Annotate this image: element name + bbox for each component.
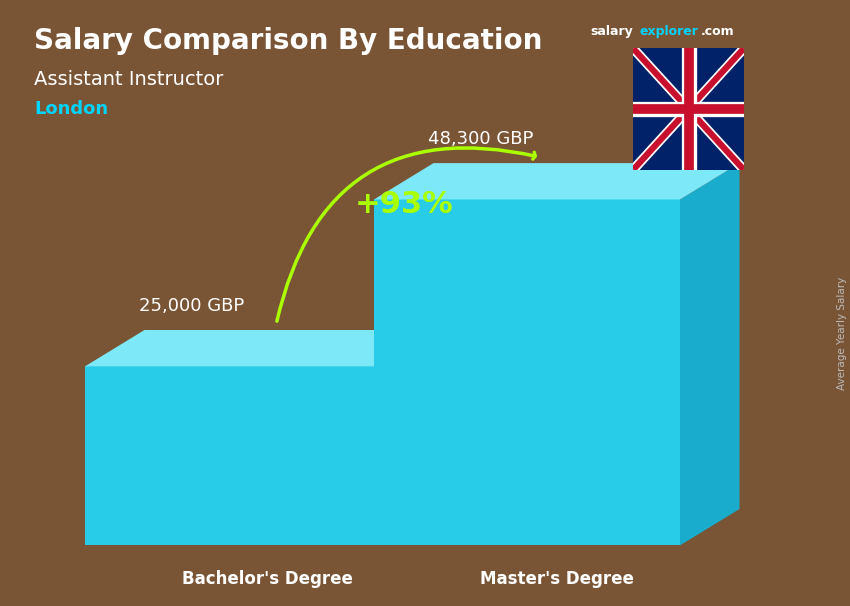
Text: salary: salary: [591, 25, 633, 38]
Text: 48,300 GBP: 48,300 GBP: [428, 130, 534, 148]
Text: Assistant Instructor: Assistant Instructor: [34, 70, 224, 88]
Polygon shape: [374, 199, 680, 545]
Text: Salary Comparison By Education: Salary Comparison By Education: [34, 27, 542, 55]
Text: Master's Degree: Master's Degree: [479, 570, 634, 588]
Polygon shape: [85, 330, 451, 367]
Text: explorer: explorer: [639, 25, 698, 38]
Text: +93%: +93%: [354, 190, 453, 219]
Text: London: London: [34, 100, 108, 118]
Text: Average Yearly Salary: Average Yearly Salary: [837, 277, 847, 390]
Text: 25,000 GBP: 25,000 GBP: [139, 297, 245, 315]
Polygon shape: [85, 367, 391, 545]
Polygon shape: [391, 330, 450, 545]
Polygon shape: [680, 163, 740, 545]
Text: .com: .com: [700, 25, 734, 38]
Text: Bachelor's Degree: Bachelor's Degree: [182, 570, 354, 588]
Polygon shape: [374, 163, 740, 199]
